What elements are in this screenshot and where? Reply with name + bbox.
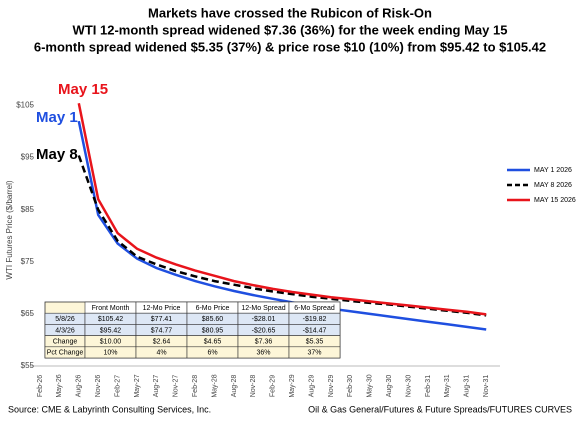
chart-title: Markets have crossed the Rubicon of Risk… <box>148 5 432 20</box>
table-cell-text: Change <box>53 339 78 346</box>
table-header: 12-Mo Spread <box>241 305 285 312</box>
y-axis-label: WTI Futures Price ($/barrel) <box>5 180 14 279</box>
table-cell-text: 36% <box>256 350 270 357</box>
table-cell-text: $5.35 <box>306 339 324 346</box>
table-header: 6-Mo Spread <box>294 305 335 312</box>
table-cell-text: 4/3/26 <box>55 327 75 334</box>
x-tick-label: Feb-29 <box>270 375 277 397</box>
x-tick-label: Feb-26 <box>37 375 44 397</box>
source: Source: CME & Labyrinth Consulting Servi… <box>8 404 211 414</box>
x-tick-label: Nov-29 <box>328 375 335 398</box>
table-cell-text: $2.64 <box>153 339 171 346</box>
table-cell-text: $85.60 <box>202 316 224 323</box>
x-tick-label: Nov-31 <box>483 375 490 398</box>
table-cell-text: 10% <box>103 350 117 357</box>
annotation: May 8 <box>36 146 78 163</box>
y-tick-label: $105 <box>16 101 34 110</box>
series-line <box>77 120 487 331</box>
annotation: May 1 <box>36 109 78 126</box>
table-cell-text: $4.65 <box>204 339 222 346</box>
table-cell-text: $74.77 <box>151 327 173 334</box>
table-cell-text: 37% <box>307 350 321 357</box>
x-tick-label: Feb-31 <box>425 375 432 397</box>
table-cell <box>288 346 341 359</box>
x-tick-label: Aug-29 <box>308 375 315 398</box>
table-cell-text: 6% <box>207 350 217 357</box>
table-cell-text: $77.41 <box>151 316 173 323</box>
chart-title: 6-month spread widened $5.35 (37%) & pri… <box>34 39 546 54</box>
x-tick-label: Nov-26 <box>95 375 102 398</box>
series-line <box>77 155 487 317</box>
y-tick-label: $95 <box>21 153 35 162</box>
x-tick-label: May-27 <box>134 374 141 397</box>
table-header: 6-Mo Price <box>196 305 230 312</box>
y-tick-label: $55 <box>21 361 35 370</box>
legend-label: MAY 8 2026 <box>534 182 572 189</box>
x-tick-label: Aug-31 <box>464 375 471 398</box>
x-tick-label: May-28 <box>211 374 218 397</box>
x-tick-label: Feb-27 <box>114 375 121 397</box>
chart-title: WTI 12-month spread widened $7.36 (36%) … <box>73 22 508 37</box>
table-cell-text: -$19.82 <box>303 316 327 323</box>
table-header: 12-Mo Price <box>143 305 181 312</box>
x-tick-label: Aug-28 <box>231 375 238 398</box>
table-cell-text: $80.95 <box>202 327 224 334</box>
legend-label: MAY 1 2026 <box>534 167 572 174</box>
x-tick-label: Aug-30 <box>386 375 393 398</box>
x-tick-label: Nov-27 <box>173 375 180 398</box>
series-line <box>77 103 487 316</box>
x-tick-label: Nov-30 <box>405 375 412 398</box>
table-cell-text: -$28.01 <box>252 316 276 323</box>
footer: Oil & Gas General/Futures & Future Sprea… <box>308 404 572 414</box>
x-tick-label: Aug-27 <box>153 375 160 398</box>
table-header: Front Month <box>92 305 130 312</box>
table-cell-text: $105.42 <box>98 316 123 323</box>
y-tick-label: $65 <box>21 309 35 318</box>
legend-label: MAY 15 2026 <box>534 197 576 204</box>
y-tick-label: $85 <box>21 205 35 214</box>
table-cell-text: -$20.65 <box>252 327 276 334</box>
x-tick-label: May-30 <box>367 374 374 397</box>
x-tick-label: Aug-26 <box>76 375 83 398</box>
x-tick-label: May-29 <box>289 374 296 397</box>
x-tick-label: Feb-30 <box>347 375 354 397</box>
x-tick-label: Nov-28 <box>250 375 257 398</box>
table-cell-text: Pct Change <box>47 350 84 357</box>
annotation: May 15 <box>58 81 108 98</box>
table-cell-text: 4% <box>156 350 166 357</box>
x-tick-label: May-26 <box>56 374 63 397</box>
y-tick-label: $75 <box>21 257 35 266</box>
table-cell-text: $95.42 <box>100 327 122 334</box>
x-tick-label: May-31 <box>444 374 451 397</box>
table-cell-text: 5/8/26 <box>55 316 75 323</box>
x-tick-label: Feb-28 <box>192 375 199 397</box>
table-cell-text: $10.00 <box>100 339 122 346</box>
table-cell-text: -$14.47 <box>303 327 327 334</box>
table-cell-text: $7.36 <box>255 339 273 346</box>
